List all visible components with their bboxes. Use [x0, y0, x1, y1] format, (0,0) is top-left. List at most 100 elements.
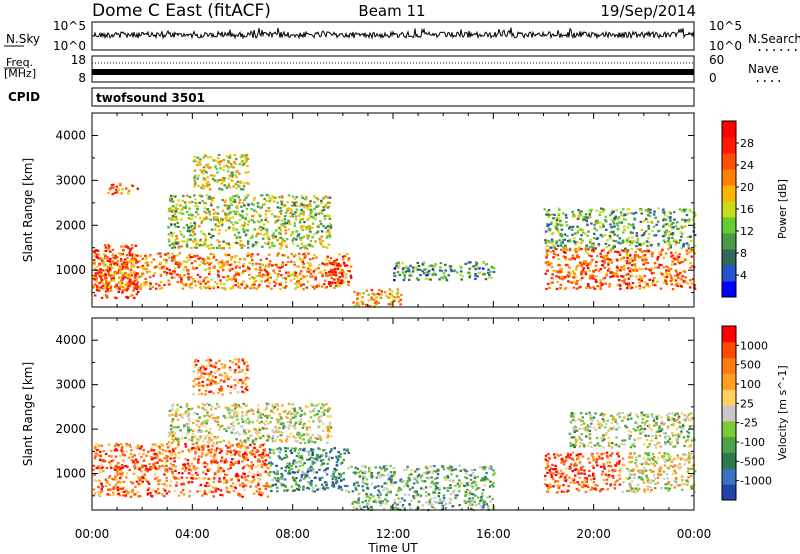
data-cell-0	[129, 445, 132, 448]
data-cell-1	[301, 426, 305, 429]
data-cell-7	[445, 279, 449, 282]
data-cell-9	[571, 233, 574, 236]
data-cell-3	[285, 456, 289, 459]
data-cell-3	[267, 194, 271, 197]
data-cell-1	[326, 426, 330, 429]
data-cell-3	[318, 456, 322, 459]
data-cell-8	[558, 277, 562, 280]
data-cell-4	[238, 163, 241, 166]
data-cell-0	[102, 274, 105, 278]
data-cell-9	[613, 233, 616, 236]
data-cell-3	[307, 207, 310, 211]
data-cell-8	[630, 267, 633, 270]
data-cell-3	[309, 239, 313, 242]
data-cell-8	[635, 275, 638, 278]
data-cell-0	[169, 457, 172, 460]
data-cell-0	[218, 451, 222, 454]
data-cell-8	[634, 251, 637, 254]
data-cell-1	[119, 272, 122, 275]
data-cell-8	[625, 253, 629, 256]
data-cell-3	[247, 204, 250, 207]
data-cell-3	[274, 196, 277, 199]
data-cell-0	[115, 482, 119, 485]
data-cell-5	[341, 279, 345, 283]
data-cell-8	[670, 251, 673, 254]
data-cell-1	[120, 259, 123, 262]
data-cell-0	[101, 466, 104, 469]
data-cell-8	[609, 275, 612, 279]
nave-legend-dots: ....	[754, 71, 783, 85]
data-cell-8	[682, 279, 685, 282]
data-cell-3	[188, 207, 191, 210]
data-cell-9	[652, 225, 656, 228]
data-cell-9	[582, 218, 585, 221]
data-cell-6	[397, 295, 400, 299]
data-cell-0	[150, 449, 153, 452]
data-cell-1	[108, 268, 112, 271]
data-cell-7	[468, 274, 472, 277]
data-cell-1	[155, 282, 158, 285]
data-cell-1	[227, 440, 230, 443]
data-cell-0	[109, 280, 113, 283]
data-cell-3	[342, 458, 345, 462]
data-cell-3	[212, 234, 215, 237]
data-cell-3	[208, 195, 211, 198]
data-cell-9	[558, 208, 561, 211]
data-cell-8	[670, 255, 673, 258]
data-cell-3	[296, 235, 299, 238]
data-cell-3	[268, 471, 272, 474]
data-cell-9	[654, 216, 657, 219]
data-cell-8	[643, 281, 646, 284]
data-cell-1	[244, 413, 248, 416]
data-cell-8	[636, 248, 639, 251]
data-cell-0	[116, 468, 120, 471]
data-cell-1	[310, 284, 314, 287]
data-cell-8	[679, 261, 683, 264]
data-cell-3	[274, 483, 277, 486]
data-cell-3	[207, 244, 210, 247]
data-cell-0	[121, 275, 124, 278]
data-cell-8	[677, 256, 681, 259]
data-cell-3	[172, 195, 175, 198]
data-cell-4	[385, 492, 388, 495]
data-cell-1	[255, 262, 258, 265]
data-cell-2	[201, 380, 204, 383]
data-cell-3	[306, 467, 309, 470]
data-cell-9	[588, 216, 592, 219]
data-cell-9	[598, 221, 602, 224]
data-cell-1	[307, 433, 311, 436]
data-cell-0	[100, 483, 103, 486]
data-cell-3	[228, 244, 231, 247]
data-cell-2	[193, 365, 197, 368]
data-cell-1	[321, 403, 324, 406]
data-cell-9	[686, 219, 689, 222]
data-cell-1	[251, 259, 254, 262]
data-cell-1	[289, 418, 292, 421]
data-cell-3	[190, 246, 193, 249]
data-cell-3	[283, 220, 287, 224]
data-cell-0	[195, 447, 198, 450]
data-cell-0	[122, 494, 125, 497]
data-cell-1	[299, 433, 302, 436]
data-cell-4	[412, 476, 416, 479]
data-cell-9	[681, 218, 684, 221]
data-cell-6	[388, 288, 392, 291]
data-cell-0	[263, 462, 266, 465]
data-cell-0	[118, 288, 121, 291]
colorbar-segment	[722, 185, 736, 202]
data-cell-8	[675, 255, 679, 258]
data-cell-0	[122, 248, 125, 252]
data-cell-0	[96, 272, 100, 275]
data-cell-0	[162, 449, 165, 452]
data-cell-0	[177, 494, 181, 497]
data-cell-7	[433, 270, 436, 273]
data-cell-1	[174, 410, 178, 413]
data-cell-0	[214, 443, 218, 446]
data-cell-1	[251, 253, 254, 256]
data-cell-8	[642, 263, 645, 266]
data-cell-3	[278, 226, 281, 230]
data-cell-3	[295, 483, 298, 486]
data-cell-0	[131, 482, 135, 485]
data-cell-1	[302, 433, 306, 436]
data-cell-2	[127, 189, 131, 192]
